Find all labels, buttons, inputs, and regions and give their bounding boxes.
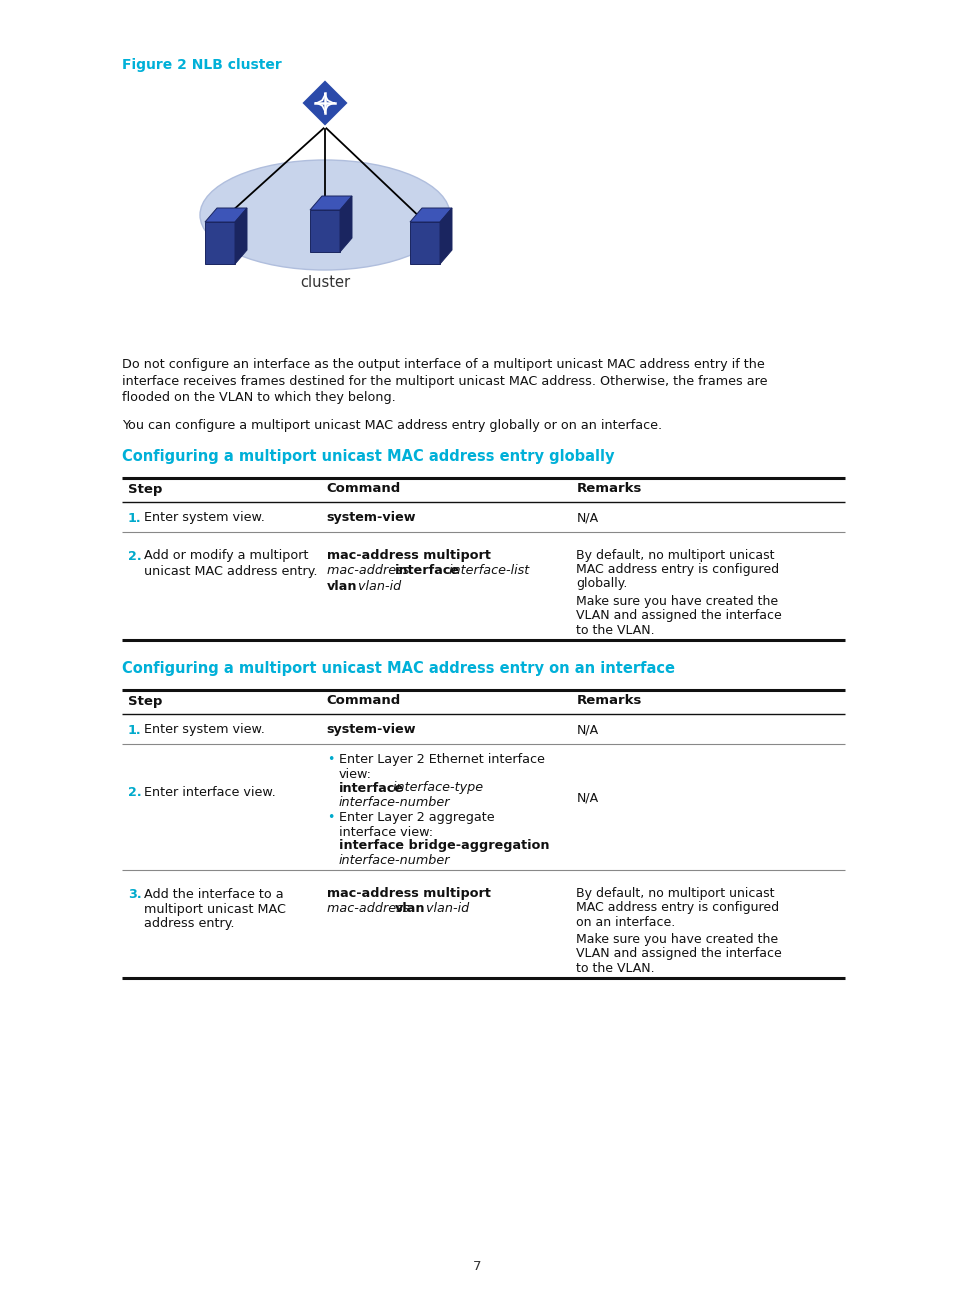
Polygon shape [205,222,234,264]
Text: Step: Step [128,482,162,495]
Text: Make sure you have created the: Make sure you have created the [576,933,778,946]
Text: Enter Layer 2 Ethernet interface: Enter Layer 2 Ethernet interface [338,753,544,766]
Text: vlan: vlan [327,579,357,592]
Text: By default, no multiport unicast: By default, no multiport unicast [576,888,774,901]
Text: interface-number: interface-number [338,854,450,867]
Text: mac-address multiport: mac-address multiport [327,888,490,901]
Polygon shape [301,79,349,127]
Text: view:: view: [338,767,372,780]
Text: Command: Command [327,695,400,708]
Text: Configuring a multiport unicast MAC address entry globally: Configuring a multiport unicast MAC addr… [122,450,614,464]
Text: Make sure you have created the: Make sure you have created the [576,595,778,609]
Text: mac-address: mac-address [327,565,413,578]
Text: cluster: cluster [299,275,350,290]
Polygon shape [205,207,247,222]
Text: system-view: system-view [327,512,416,525]
Text: Remarks: Remarks [576,695,641,708]
Text: Command: Command [327,482,400,495]
Text: flooded on the VLAN to which they belong.: flooded on the VLAN to which they belong… [122,391,395,404]
Text: You can configure a multiport unicast MAC address entry globally or on an interf: You can configure a multiport unicast MA… [122,420,661,433]
Text: interface receives frames destined for the multiport unicast MAC address. Otherw: interface receives frames destined for t… [122,375,767,388]
Text: address entry.: address entry. [144,918,234,931]
Text: mac-address multiport: mac-address multiport [327,550,490,562]
Polygon shape [234,207,247,264]
Text: Step: Step [128,695,162,708]
Text: 2.: 2. [128,785,141,798]
Text: Configuring a multiport unicast MAC address entry on an interface: Configuring a multiport unicast MAC addr… [122,661,675,677]
Text: VLAN and assigned the interface: VLAN and assigned the interface [576,609,781,622]
Text: vlan-id: vlan-id [354,579,400,592]
Text: MAC address entry is configured: MAC address entry is configured [576,564,779,577]
Ellipse shape [200,159,450,270]
Text: to the VLAN.: to the VLAN. [576,623,654,636]
Text: on an interface.: on an interface. [576,915,675,928]
Text: 2.: 2. [128,550,141,562]
Text: vlan-id: vlan-id [421,902,469,915]
Text: interface: interface [395,565,459,578]
Polygon shape [410,222,439,264]
Text: N/A: N/A [576,512,598,525]
Text: 1.: 1. [128,723,141,736]
Text: multiport unicast MAC: multiport unicast MAC [144,902,286,915]
Text: interface-number: interface-number [338,796,450,809]
Polygon shape [339,196,352,251]
Text: interface: interface [338,781,403,794]
Text: vlan: vlan [395,902,425,915]
Text: By default, no multiport unicast: By default, no multiport unicast [576,550,774,562]
Text: Add or modify a multiport: Add or modify a multiport [144,550,308,562]
Polygon shape [310,196,352,210]
Text: VLAN and assigned the interface: VLAN and assigned the interface [576,947,781,960]
Text: Enter Layer 2 aggregate: Enter Layer 2 aggregate [338,811,494,824]
Text: •: • [327,753,334,766]
Polygon shape [410,207,452,222]
Text: MAC address entry is configured: MAC address entry is configured [576,902,779,915]
Text: system-view: system-view [327,723,416,736]
Text: •: • [327,811,334,824]
Polygon shape [439,207,452,264]
Text: Do not configure an interface as the output interface of a multiport unicast MAC: Do not configure an interface as the out… [122,358,764,371]
Text: to the VLAN.: to the VLAN. [576,962,654,975]
Text: Enter interface view.: Enter interface view. [144,785,275,798]
Text: 7: 7 [473,1260,480,1273]
Polygon shape [310,210,339,251]
Text: interface-list: interface-list [444,565,529,578]
Text: 1.: 1. [128,512,141,525]
Text: Enter system view.: Enter system view. [144,512,265,525]
Text: Enter system view.: Enter system view. [144,723,265,736]
Text: interface view:: interface view: [338,826,433,839]
Text: Remarks: Remarks [576,482,641,495]
Text: mac-address: mac-address [327,902,413,915]
Text: interface bridge-aggregation: interface bridge-aggregation [338,840,549,853]
Text: globally.: globally. [576,578,627,591]
Text: Add the interface to a: Add the interface to a [144,888,283,901]
Text: N/A: N/A [576,723,598,736]
Text: unicast MAC address entry.: unicast MAC address entry. [144,565,317,578]
Text: interface-type: interface-type [389,781,482,794]
Text: 3.: 3. [128,888,141,901]
Text: Figure 2 NLB cluster: Figure 2 NLB cluster [122,58,281,73]
Text: N/A: N/A [576,792,598,805]
